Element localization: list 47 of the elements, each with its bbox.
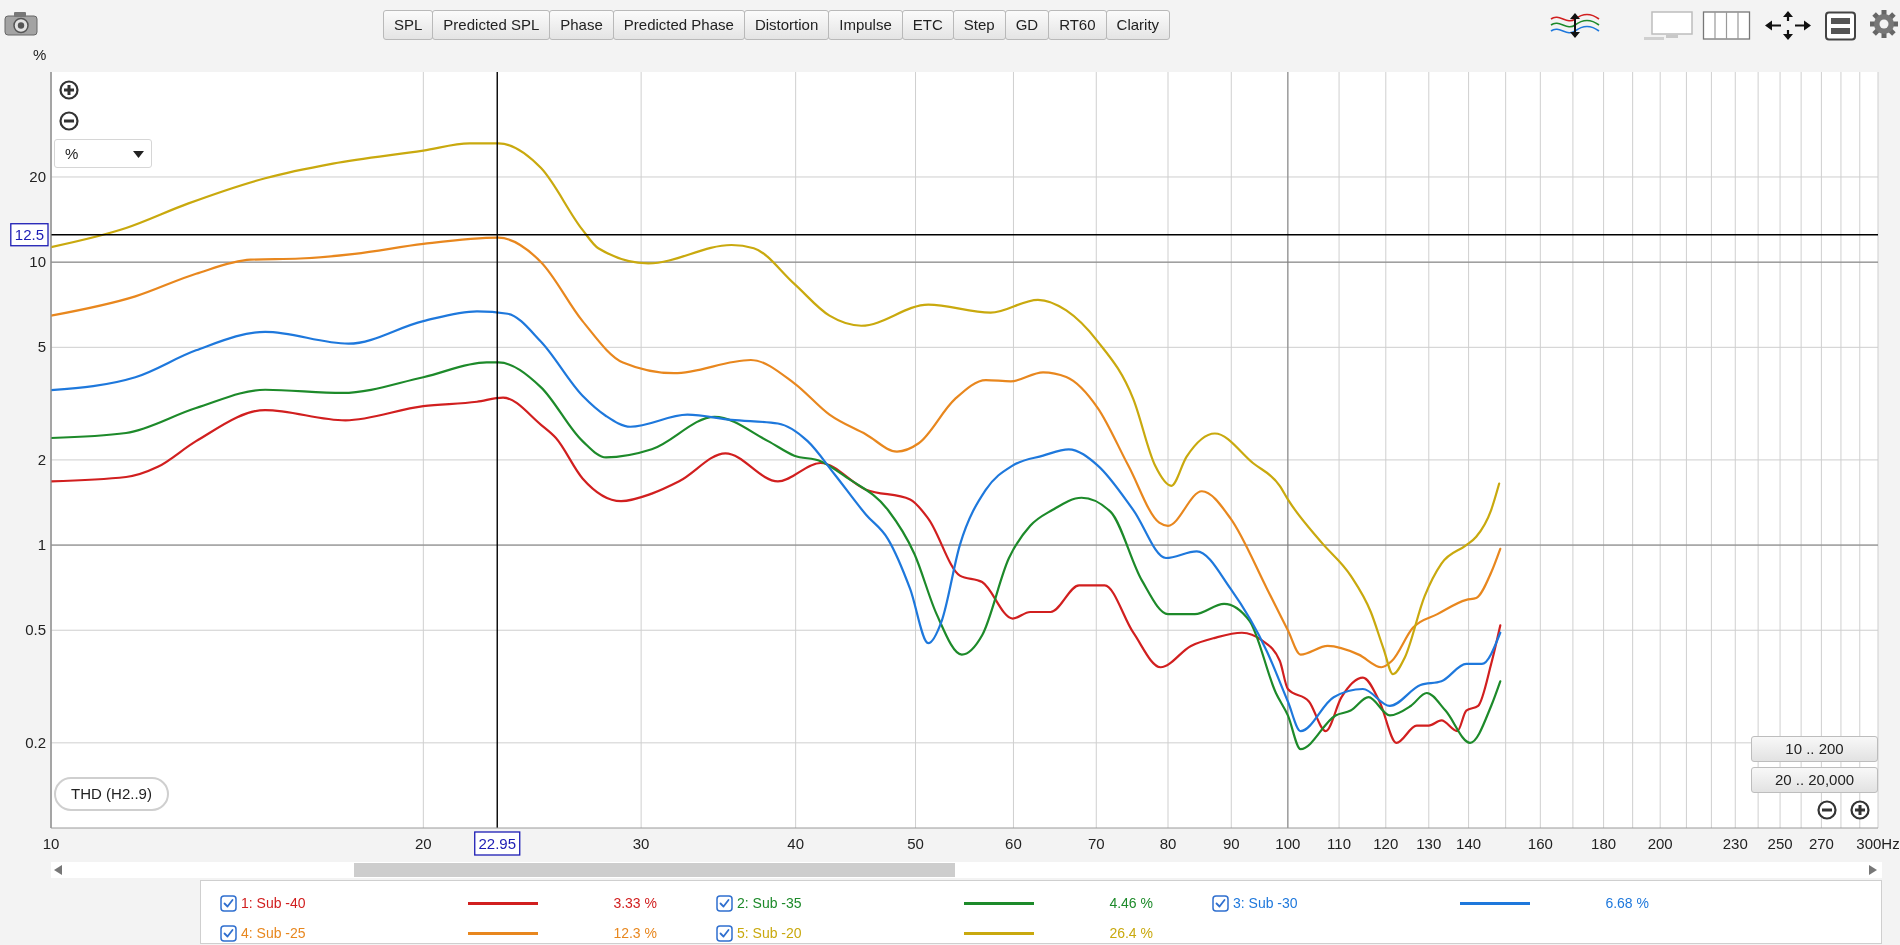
tab: SPL (383, 10, 434, 40)
x-tick-label: 200 (1647, 835, 1673, 852)
y-tick-label: 0.2 (25, 733, 46, 751)
y-tick-label: 1 (37, 536, 46, 554)
x-tick-label: 300Hz (1856, 835, 1900, 852)
tab: Step (952, 10, 1006, 40)
x-tick-label: 70 (1087, 835, 1105, 852)
tab: Predicted SPL (432, 10, 551, 40)
y-tick-label: 5 (37, 338, 46, 356)
x-tick-label: 90 (1222, 835, 1240, 852)
x-tick-label: 160 (1527, 835, 1553, 852)
label-badge: THD (H2..9) (54, 777, 169, 811)
x-tick-label: 250 (1767, 835, 1793, 852)
tab: Clarity (1105, 10, 1171, 40)
x-tick-label: 270 (1808, 835, 1834, 852)
range-button: 20 .. 20,000 (1751, 767, 1878, 793)
x-tick-label: 120 (1373, 835, 1399, 852)
x-tick-label: 110 (1327, 835, 1352, 852)
x-tick-label: 60 (1005, 835, 1022, 852)
x-tick-label: 230 (1722, 835, 1748, 852)
x-tick-label: 140 (1456, 835, 1482, 852)
x-tick-label: 50 (907, 835, 924, 852)
ref-line-label: 12.5 (14, 225, 44, 243)
tab: GD (1004, 10, 1050, 40)
y-tick-label: 10 (29, 253, 46, 271)
tab: Impulse (828, 10, 903, 40)
unit-dropdown: % (54, 139, 152, 168)
tab: Distortion (743, 10, 830, 40)
x-tick-label: 130 (1416, 835, 1442, 852)
x-tick-label: 20 (414, 835, 432, 852)
tab: RT60 (1048, 10, 1107, 40)
x-tick-label: 40 (787, 835, 805, 852)
ref-line-label: 22.95 (478, 835, 517, 852)
x-tick-label: 30 (632, 835, 650, 852)
range-button: 10 .. 200 (1751, 736, 1878, 762)
y-tick-label: 2 (37, 450, 46, 468)
tab: Predicted Phase (612, 10, 745, 40)
x-tick-label: 180 (1591, 835, 1617, 852)
tab: Phase (549, 10, 614, 40)
y-axis-title: % (33, 46, 47, 63)
x-tick-label: 80 (1159, 835, 1177, 852)
y-tick-label: 0.5 (25, 621, 46, 639)
x-tick-label: 100 (1275, 835, 1301, 852)
annotation: % (65, 145, 79, 162)
tab: ETC (901, 10, 954, 40)
legend-panel: 1: Sub -40 3.33 % 2: Sub -35 4.46 % 3: Sub -30 6.68 % 4: Sub -25 12.3 % 5: Sub -20 26.4 % (200, 880, 1882, 944)
y-tick-label: 20 (29, 167, 46, 185)
